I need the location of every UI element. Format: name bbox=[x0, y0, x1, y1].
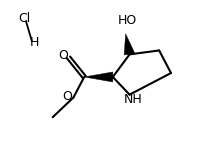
Text: O: O bbox=[62, 90, 72, 103]
Polygon shape bbox=[84, 72, 113, 82]
Text: NH: NH bbox=[124, 93, 143, 106]
Text: HO: HO bbox=[118, 14, 137, 27]
Text: Cl: Cl bbox=[18, 12, 30, 25]
Text: H: H bbox=[30, 36, 40, 49]
Polygon shape bbox=[124, 34, 135, 55]
Text: O: O bbox=[58, 49, 68, 62]
